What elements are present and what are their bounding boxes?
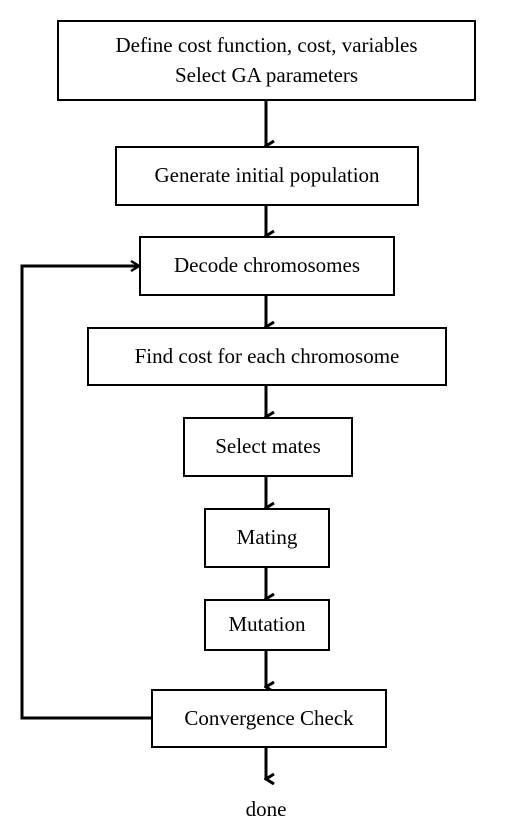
loop-back-arrow [20,266,151,720]
define-cost-text: Define cost function, cost, variables [115,33,418,58]
select-ga-parameters-text: Select GA parameters [174,62,359,87]
generate-population-text: Generate initial population [154,163,380,188]
convergence-check-text: Convergence Check [184,705,354,730]
decode-chromosomes-box: Decode chromosomes [139,236,395,296]
define-parameters-box: Define cost function, cost, variables Se… [57,20,476,101]
select-mates-box: Select mates [183,417,353,477]
decode-chromosomes-text: Decode chromosomes [173,253,361,278]
generate-population-box: Generate initial population [115,146,419,206]
mutation-text: Mutation [228,612,306,637]
convergence-check-box: Convergence Check [151,689,387,748]
find-cost-box: Find cost for each chromosome [87,327,447,386]
done-label: done [245,797,287,821]
mating-text: Mating [236,525,298,550]
mating-box: Mating [204,508,330,568]
select-mates-text: Select mates [215,434,321,459]
find-cost-text: Find cost for each chromosome [134,343,400,368]
mutation-box: Mutation [204,599,330,651]
